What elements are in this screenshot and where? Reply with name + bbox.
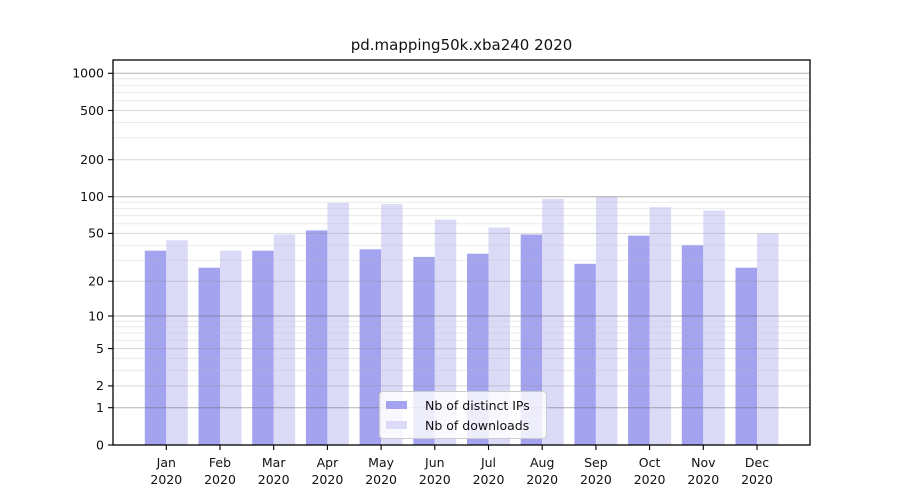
y-tick-label: 1 (96, 400, 104, 415)
bar-nb-of-downloads-jul (488, 227, 510, 445)
x-tick-label-month: Sep (584, 455, 608, 470)
bar-nb-of-distinct-ips-feb (198, 267, 220, 445)
x-tick-label-year: 2020 (365, 472, 397, 487)
x-tick-label-month: Feb (209, 455, 231, 470)
bar-nb-of-downloads-jun (434, 219, 457, 445)
x-tick-label-month: Jan (156, 455, 176, 470)
bar-nb-of-distinct-ips-mar (252, 250, 274, 445)
x-tick-label-year: 2020 (580, 472, 612, 487)
bar-nb-of-distinct-ips-oct (628, 235, 650, 445)
legend-item-distinct-ips: Nb of distinct IPs (380, 398, 546, 413)
y-tick-label: 200 (80, 152, 104, 167)
bar-nb-of-distinct-ips-nov (681, 245, 704, 445)
x-tick-label-year: 2020 (419, 472, 451, 487)
legend-swatch-distinct-ips-icon (386, 401, 407, 409)
legend-label-distinct-ips: Nb of distinct IPs (425, 397, 530, 413)
bar-nb-of-downloads-dec (757, 233, 779, 445)
bar-nb-of-downloads-nov (703, 210, 725, 445)
x-tick-label-year: 2020 (741, 472, 773, 487)
y-tick-label: 50 (88, 226, 104, 241)
x-tick-label-year: 2020 (150, 472, 182, 487)
bar-nb-of-distinct-ips-dec (735, 267, 757, 445)
bar-nb-of-downloads-jan (166, 240, 188, 445)
bar-nb-of-downloads-sep (595, 196, 618, 445)
x-tick-label-month: May (368, 455, 394, 470)
x-tick-label-month: Jun (424, 455, 445, 470)
x-tick-label-year: 2020 (526, 472, 558, 487)
bar-nb-of-distinct-ips-sep (574, 263, 596, 445)
y-tick-label: 1000 (72, 66, 104, 81)
x-tick-label-month: Apr (317, 455, 339, 470)
bar-nb-of-downloads-mar (273, 234, 296, 445)
plot-border (112, 59, 811, 446)
bar-nb-of-distinct-ips-may (359, 249, 382, 445)
legend-item-downloads: Nb of downloads (380, 418, 546, 433)
y-tick-label: 20 (88, 274, 104, 289)
legend: Nb of distinct IPs Nb of downloads (379, 391, 547, 439)
x-tick-label-year: 2020 (634, 472, 666, 487)
y-tick-label: 5 (96, 341, 104, 356)
x-tick-label-year: 2020 (473, 472, 505, 487)
y-tick-label: 500 (80, 103, 104, 118)
x-tick-label-month: Jul (480, 455, 496, 470)
bar-nb-of-distinct-ips-jan (144, 250, 167, 445)
bar-nb-of-downloads-feb (220, 250, 242, 445)
bar-nb-of-downloads-oct (649, 207, 672, 445)
bar-nb-of-downloads-aug (542, 198, 564, 445)
y-tick-label: 10 (88, 308, 104, 323)
x-tick-label-year: 2020 (687, 472, 719, 487)
x-tick-label-year: 2020 (311, 472, 343, 487)
x-tick-label-month: Oct (639, 455, 661, 470)
x-tick-label-month: Aug (530, 455, 554, 470)
y-tick-label: 0 (96, 437, 104, 452)
y-tick-label: 100 (80, 189, 104, 204)
x-tick-label-month: Mar (262, 455, 286, 470)
bar-nb-of-downloads-may (381, 204, 403, 445)
bar-nb-of-downloads-apr (327, 202, 349, 445)
bar-nb-of-distinct-ips-apr (305, 230, 328, 445)
x-tick-label-month: Nov (691, 455, 716, 470)
x-tick-label-year: 2020 (258, 472, 290, 487)
x-tick-label-month: Dec (745, 455, 769, 470)
chart-title: pd.mapping50k.xba240 2020 (350, 36, 573, 54)
y-tick-label: 2 (96, 378, 104, 393)
legend-swatch-downloads-icon (386, 421, 407, 429)
legend-label-downloads: Nb of downloads (425, 417, 530, 433)
x-tick-label-year: 2020 (204, 472, 236, 487)
